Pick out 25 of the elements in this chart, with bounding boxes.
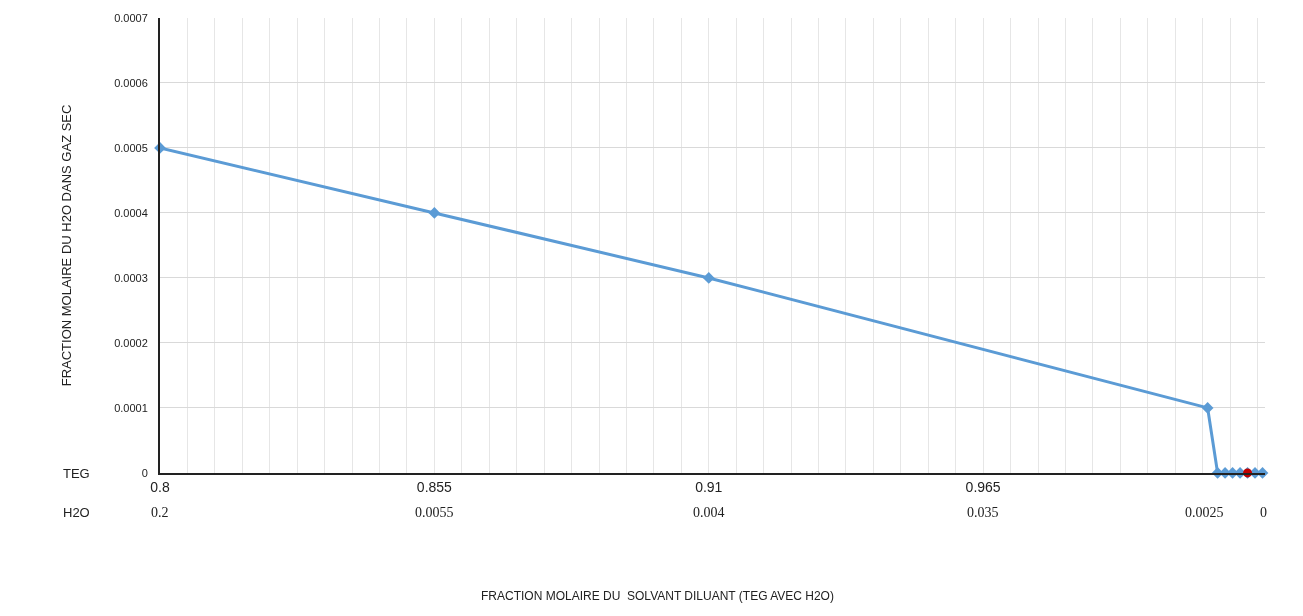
y-tick-label: 0.0001 [114,401,148,414]
y-tick-label: 0.0007 [114,11,148,24]
text: H2O [63,505,90,520]
text: 0.004 [693,505,725,520]
y-tick-label: 0 [141,466,148,479]
text: 0.2 [151,505,169,520]
x-tick-label: 0.8 [150,478,170,495]
text: 0.035 [967,505,999,520]
y-tick-label: 0.0006 [114,76,148,89]
x-tick-label: 0.965 [965,478,1001,495]
y-tick-label: 0.0005 [114,141,148,154]
text: 0.0055 [415,505,454,520]
y-tick-label: 0.0004 [114,206,148,219]
point [1201,402,1214,414]
x-tick-label: 0.855 [416,478,453,495]
point [702,272,715,284]
y-tick-label: 0.0003 [114,271,148,284]
text: FRACTION MOLAIRE DU SOLVANT DILUANT (TEG AVEC H2O) [481,589,834,603]
text: 0.0025 [1185,505,1224,520]
y-axis-title: FRACTION MOLAIRE DU H2O DANS GAZ SEC [58,104,74,387]
text: TEG [63,466,90,481]
x-tick-label: 0.91 [695,478,723,495]
y-tick-label: 0.0002 [114,336,148,349]
point [428,207,441,219]
text: 0 [1260,505,1267,520]
